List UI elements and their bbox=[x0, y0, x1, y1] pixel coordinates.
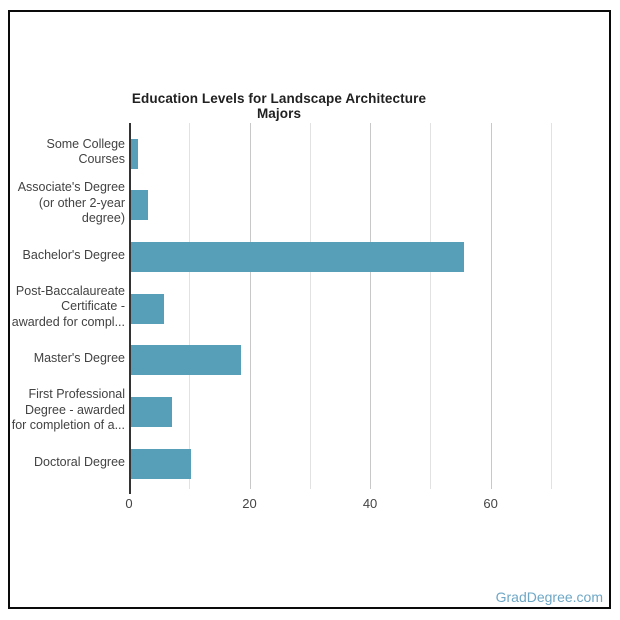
category-label-line: Post-Baccalaureate bbox=[15, 283, 125, 298]
y-axis-baseline bbox=[129, 123, 131, 494]
category-label-line: Master's Degree bbox=[33, 351, 125, 366]
category-label-line: First Professional bbox=[28, 387, 125, 402]
bar-bachelor-s-degree[interactable] bbox=[131, 241, 464, 272]
x-tick-label: 0 bbox=[125, 496, 133, 511]
bar-associate-s-degree-or-other-2-[interactable] bbox=[131, 190, 148, 221]
category-label: Post-Baccalaureate Certificate - awarded f… bbox=[0, 284, 125, 331]
category-label-line: Certificate - bbox=[61, 299, 125, 314]
plot-area bbox=[129, 123, 581, 494]
x-tick-label: 20 bbox=[242, 496, 257, 511]
bar-doctoral-degree[interactable] bbox=[131, 448, 191, 479]
category-label: Master's Degree bbox=[0, 351, 125, 367]
major-gridline bbox=[370, 123, 371, 489]
category-label-line: Degree - awarded bbox=[24, 402, 125, 417]
category-label-line: Courses bbox=[78, 152, 125, 166]
chart-title: Education Levels for Landscape Architect… bbox=[131, 91, 427, 121]
category-label: Bachelor's Degree bbox=[0, 248, 125, 264]
x-tick-label: 40 bbox=[362, 496, 378, 511]
minor-gridline bbox=[189, 123, 190, 489]
watermark-link[interactable]: GradDegree.com bbox=[495, 589, 603, 605]
category-label-line: Associate's Degree bbox=[17, 180, 125, 195]
minor-gridline bbox=[310, 123, 311, 489]
category-label: Associate's Degree (or other 2-year degree… bbox=[0, 180, 125, 227]
major-gridline bbox=[491, 123, 492, 489]
category-label: First Professional Degree - awarded for co… bbox=[0, 387, 125, 434]
category-label: Doctoral Degree bbox=[0, 455, 125, 471]
category-label-line: awarded for compl... bbox=[11, 314, 125, 329]
category-label-line: Some College bbox=[46, 136, 125, 151]
category-label-line: (or other 2-year bbox=[38, 195, 125, 210]
category-label-line: degree) bbox=[81, 211, 125, 226]
minor-gridline bbox=[551, 123, 552, 489]
bar-some-college-courses[interactable] bbox=[131, 138, 138, 169]
minor-gridline bbox=[430, 123, 431, 489]
major-gridline bbox=[250, 123, 251, 489]
bar-master-s-degree[interactable] bbox=[131, 345, 241, 376]
x-tick-label: 60 bbox=[483, 496, 498, 511]
bar-first-professional-degree-awar[interactable] bbox=[131, 397, 172, 428]
category-label-line: Bachelor's Degree bbox=[22, 247, 125, 262]
category-label: Some College Courses bbox=[0, 137, 125, 168]
category-label-line: for completion of a... bbox=[11, 418, 125, 433]
chart-frame bbox=[8, 10, 611, 609]
bar-post-baccalaureate-certificate[interactable] bbox=[131, 293, 164, 324]
category-label-line: Doctoral Degree bbox=[33, 454, 125, 469]
